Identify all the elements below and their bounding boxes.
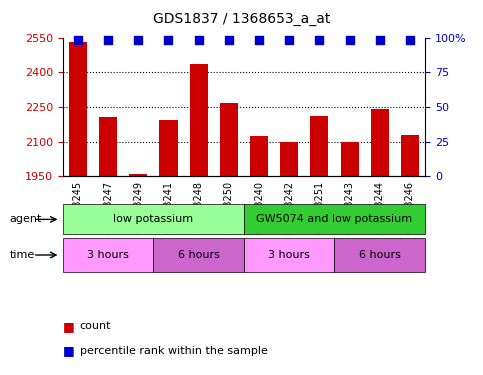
Text: 6 hours: 6 hours [178, 250, 220, 260]
Point [134, 37, 142, 43]
Point [74, 37, 82, 43]
Bar [189, 64, 208, 176]
Text: ■: ■ [63, 320, 74, 333]
Text: count: count [80, 321, 111, 331]
Bar [129, 174, 147, 176]
Text: agent: agent [10, 214, 42, 224]
Text: 3 hours: 3 hours [268, 250, 310, 260]
Point [225, 37, 233, 43]
Point [315, 37, 323, 43]
Point [255, 37, 263, 43]
Point [195, 37, 202, 43]
Bar [371, 109, 389, 176]
Point [346, 37, 354, 43]
Text: time: time [10, 250, 35, 260]
Text: percentile rank within the sample: percentile rank within the sample [80, 346, 268, 355]
Text: 3 hours: 3 hours [87, 250, 129, 260]
Point [285, 37, 293, 43]
Point [376, 37, 384, 43]
Text: low potassium: low potassium [114, 214, 193, 224]
Point [406, 37, 414, 43]
Bar [250, 136, 268, 176]
Bar [401, 135, 419, 176]
Text: 6 hours: 6 hours [359, 250, 401, 260]
Text: GW5074 and low potassium: GW5074 and low potassium [256, 214, 412, 224]
Bar [99, 117, 117, 176]
Bar [159, 120, 178, 176]
Text: GDS1837 / 1368653_a_at: GDS1837 / 1368653_a_at [153, 12, 330, 26]
Bar [69, 42, 87, 176]
Bar [280, 142, 298, 176]
Point [104, 37, 112, 43]
Bar [311, 116, 328, 176]
Text: ■: ■ [63, 344, 74, 357]
Bar [341, 142, 358, 176]
Bar [220, 104, 238, 176]
Point [165, 37, 172, 43]
